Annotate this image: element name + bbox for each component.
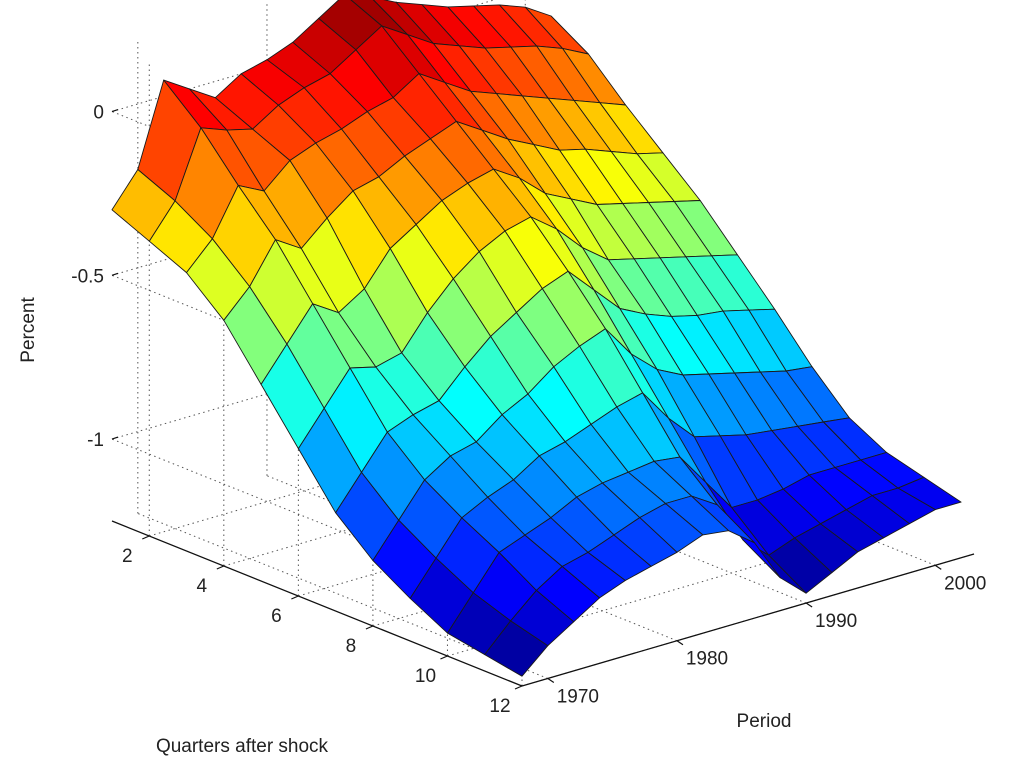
z-tick-label: -1 xyxy=(87,430,104,451)
y-tick-mark xyxy=(216,565,225,570)
x-tick-mark xyxy=(547,677,555,683)
z-tick-label: 0 xyxy=(93,103,104,124)
x-axis-title: Period xyxy=(737,711,792,732)
y-axis-line xyxy=(111,520,523,687)
x-tick-label: 1990 xyxy=(815,611,857,632)
x-tick-label: 1980 xyxy=(686,649,728,670)
surface-patch xyxy=(484,620,549,677)
floor-grid-line xyxy=(137,512,549,679)
x-tick-label: 1970 xyxy=(557,686,599,707)
x-tick-mark xyxy=(934,564,942,570)
z-tick-mark xyxy=(111,272,119,276)
z-tick-mark xyxy=(111,108,119,113)
y-tick-label: 10 xyxy=(415,666,436,687)
floor-grid-line xyxy=(447,523,900,657)
y-tick-mark xyxy=(365,625,374,630)
y-tick-label: 8 xyxy=(346,636,357,657)
y-tick-mark xyxy=(291,595,299,600)
y-tick-label: 12 xyxy=(489,696,510,717)
y-tick-label: 6 xyxy=(271,606,282,627)
z-axis-title: Percent xyxy=(18,297,39,363)
x-tick-mark xyxy=(805,602,813,608)
y-tick-label: 2 xyxy=(122,546,133,567)
y-tick-label: 4 xyxy=(197,576,208,597)
y-axis-title: Quarters after shock xyxy=(156,736,329,757)
y-tick-mark xyxy=(514,685,523,690)
x-tick-label: 2000 xyxy=(944,573,986,594)
y-tick-mark xyxy=(142,535,150,540)
x-tick-mark xyxy=(676,640,684,646)
wall-grid-line xyxy=(111,438,523,605)
z-tick-label: -0.5 xyxy=(71,266,104,287)
z-tick-mark xyxy=(111,436,119,440)
y-tick-mark xyxy=(440,655,448,660)
x-axis-line xyxy=(521,553,975,687)
tick-labels: 1970 1980 1990 2000 2 4 6 8 10 12 0 -0.5 -1 xyxy=(71,103,986,717)
surface-mesh xyxy=(111,0,962,677)
